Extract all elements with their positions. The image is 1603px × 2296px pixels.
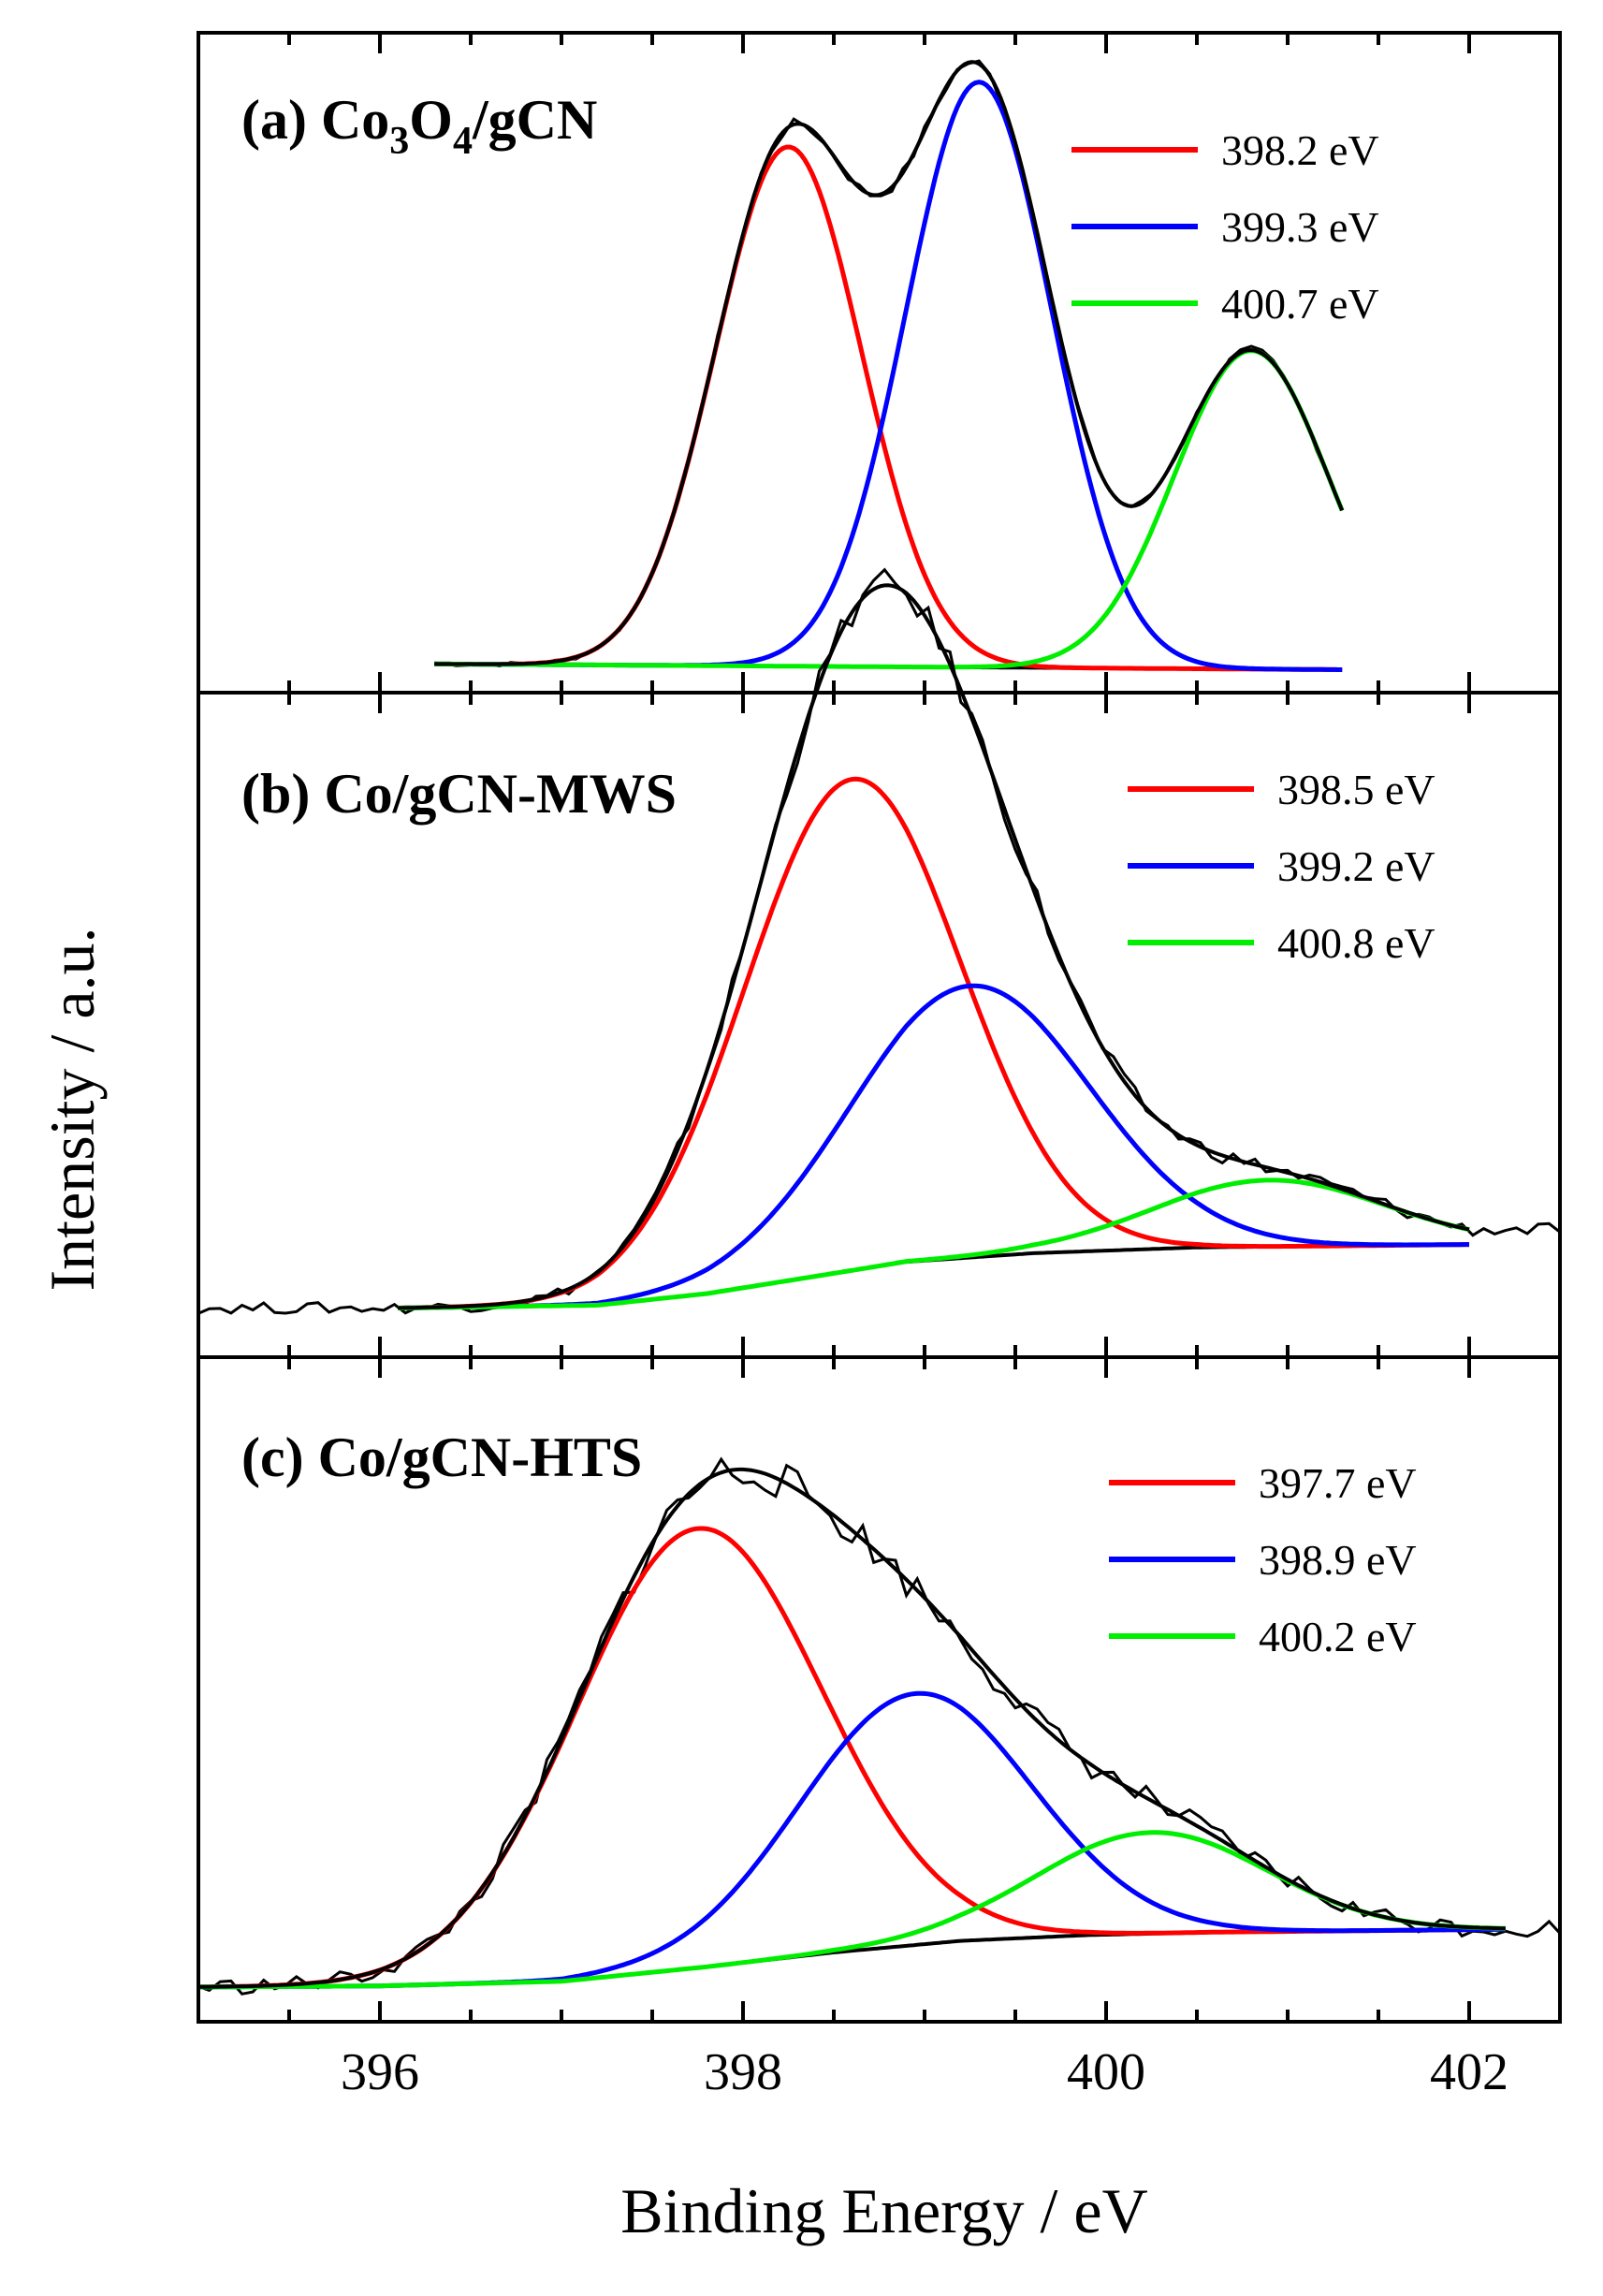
x-tick-label-402: 402 xyxy=(1430,2043,1508,2101)
x-tick-labels: 396 398 400 402 xyxy=(341,2043,1508,2101)
panel-c-legend: 397.7 eV 398.9 eV 400.2 eV xyxy=(1109,1459,1417,1660)
x-tick-label-400: 400 xyxy=(1067,2043,1145,2101)
panel-a-legend-label-3: 400.7 eV xyxy=(1221,280,1379,328)
panel-a-legend-label-2: 399.3 eV xyxy=(1221,203,1379,251)
panel-c-raw-data xyxy=(197,1456,1562,1996)
panel-c-legend-label-1: 397.7 eV xyxy=(1259,1459,1417,1507)
x-tick-label-398: 398 xyxy=(704,2043,782,2101)
panel-c-envelope xyxy=(198,1467,1506,1989)
panel-c: (c) Co/gCN-HTS 397.7 eV 398.9 eV 400.2 eV xyxy=(197,1426,1562,1996)
panel-b-legend-label-3: 400.8 eV xyxy=(1277,919,1435,967)
panel-a-legend: 398.2 eV 399.3 eV 400.7 eV xyxy=(1071,126,1379,328)
axes-frame xyxy=(197,31,1562,2024)
x-axis-title: Binding Energy / eV xyxy=(620,2175,1147,2246)
panel-c-title: (c) Co/gCN-HTS xyxy=(241,1426,642,1488)
panel-a: (a) Co3O4/gCN 398.2 eV 399.3 eV 400.7 eV xyxy=(241,59,1379,672)
panel-a-title: (a) Co3O4/gCN xyxy=(241,89,597,163)
panel-b: (b) Co/gCN-MWS 398.5 eV 399.2 eV 400.8 eV xyxy=(197,567,1561,1315)
panel-a-envelope xyxy=(434,60,1345,666)
panel-b-title: (b) Co/gCN-MWS xyxy=(241,763,677,825)
panel-b-curves xyxy=(197,567,1561,1315)
panel-b-legend: 398.5 eV 399.2 eV 400.8 eV xyxy=(1128,766,1435,967)
x-tick-label-396: 396 xyxy=(341,2043,419,2101)
panel-c-legend-label-3: 400.2 eV xyxy=(1259,1613,1417,1660)
panel-b-component-3 xyxy=(398,1177,1470,1310)
panel-c-legend-label-2: 398.9 eV xyxy=(1259,1536,1417,1584)
plot-frame xyxy=(197,31,1562,2024)
panel-b-legend-label-1: 398.5 eV xyxy=(1277,766,1435,813)
panel-c-curves xyxy=(197,1456,1562,1996)
y-axis-title: Intensity / a.u. xyxy=(36,927,108,1291)
panel-a-legend-label-1: 398.2 eV xyxy=(1221,126,1379,174)
panel-a-curves xyxy=(434,59,1345,672)
panel-b-envelope xyxy=(398,583,1470,1310)
panel-b-legend-label-2: 399.2 eV xyxy=(1277,842,1435,890)
panel-a-component-3 xyxy=(434,348,1345,670)
